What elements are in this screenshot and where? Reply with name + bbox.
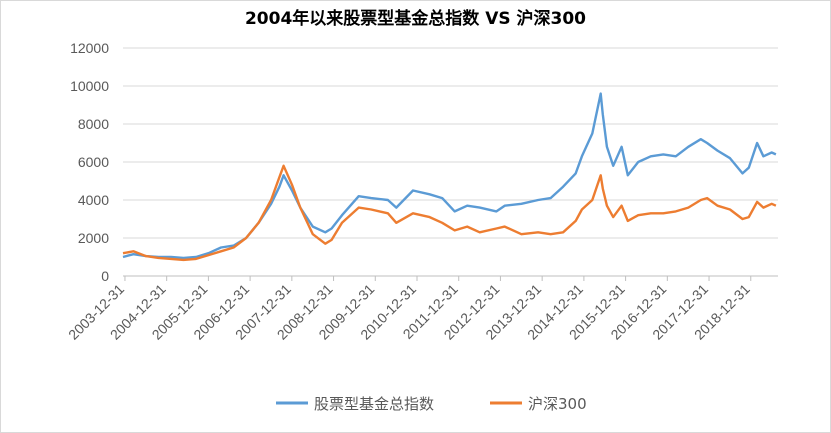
y-tick-label: 12000	[70, 40, 109, 56]
y-tick-label: 8000	[78, 116, 109, 132]
gridlines	[123, 47, 778, 277]
series-line-0	[122, 92, 777, 260]
legend: 股票型基金总指数 沪深300	[276, 395, 587, 413]
chart-title: 2004年以来股票型基金总指数 VS 沪深300	[244, 9, 587, 29]
y-tick-label: 10000	[70, 78, 109, 94]
y-tick-label: 4000	[78, 192, 109, 208]
x-axis-ticks: 2003-12-312004-12-312005-12-312006-12-31…	[65, 276, 753, 343]
y-tick-label: 2000	[78, 230, 109, 246]
y-tick-label: 6000	[78, 154, 109, 170]
series-lines	[122, 92, 777, 262]
legend-label-1: 沪深300	[528, 395, 587, 413]
series-line-1	[122, 164, 777, 262]
legend-label-0: 股票型基金总指数	[314, 395, 434, 413]
y-axis-ticks: 0 2000 4000 6000 8000 10000 12000	[70, 40, 109, 284]
y-tick-label: 0	[101, 268, 109, 284]
